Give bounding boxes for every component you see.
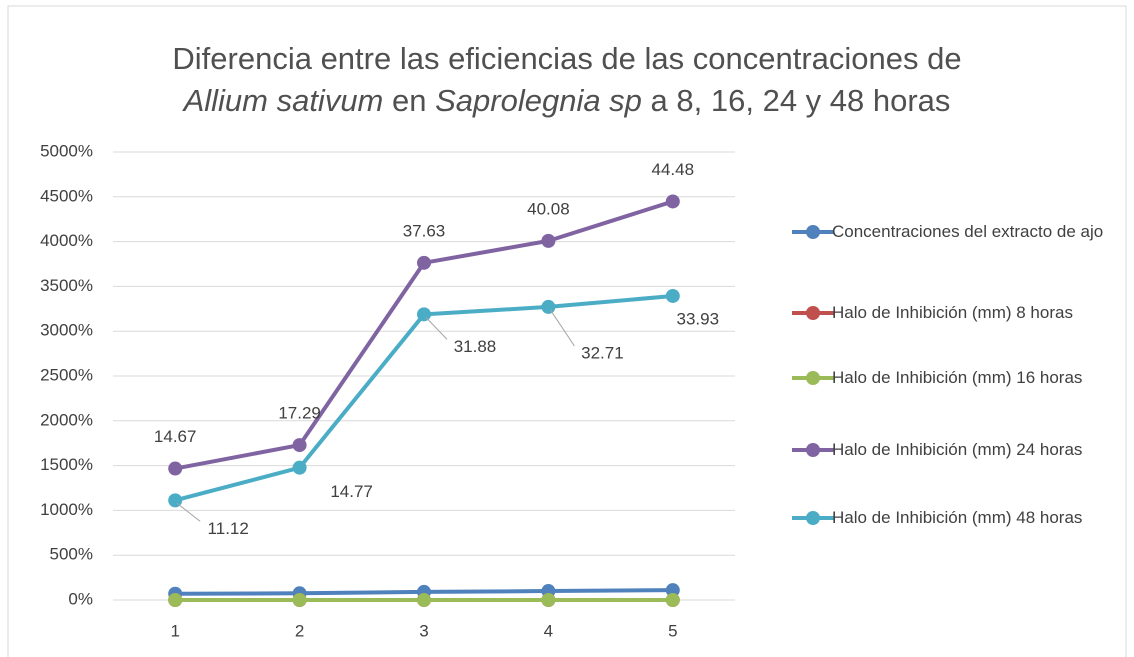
data-label: 14.77	[330, 482, 373, 501]
legend-label: Halo de Inhibición (mm) 24 horas	[832, 440, 1083, 459]
marker	[292, 460, 307, 475]
leader-line	[176, 502, 201, 522]
data-label: 31.88	[454, 337, 497, 356]
data-label: 11.12	[208, 519, 249, 538]
legend-marker	[806, 225, 820, 239]
chart-title: Diferencia entre las eficiencias de las …	[0, 38, 1134, 122]
legend-marker	[806, 371, 820, 385]
data-label: 40.08	[527, 199, 570, 218]
data-label: 33.93	[677, 309, 720, 328]
legend-label: Halo de Inhibición (mm) 8 horas	[832, 303, 1073, 322]
x-tick-label: 1	[170, 621, 179, 640]
y-tick-label: 2000%	[40, 410, 93, 429]
chart-border	[7, 5, 1127, 657]
legend-marker	[806, 443, 820, 457]
marker	[168, 593, 183, 607]
title-text: Saprolegnia sp	[435, 83, 642, 118]
y-tick-label: 0%	[68, 589, 93, 608]
marker	[417, 255, 431, 270]
y-tick-label: 500%	[50, 545, 93, 564]
y-tick-label: 2500%	[40, 365, 93, 384]
y-tick-label: 1500%	[40, 455, 93, 474]
legend-label: Halo de Inhibición (mm) 48 horas	[832, 508, 1083, 527]
data-label: 17.29	[278, 404, 321, 423]
title-text: Allium sativum	[183, 83, 384, 118]
y-tick-label: 5000%	[40, 141, 93, 160]
y-tick-label: 3500%	[40, 276, 93, 295]
x-tick-label: 3	[419, 621, 428, 640]
marker	[168, 461, 183, 476]
legend-marker	[806, 306, 820, 320]
legend-label: Halo de Inhibición (mm) 16 horas	[832, 368, 1083, 387]
marker	[417, 593, 431, 607]
marker	[665, 583, 680, 598]
marker	[665, 288, 680, 303]
title-text: en	[383, 83, 436, 118]
marker	[168, 493, 183, 508]
x-tick-label: 5	[668, 621, 677, 640]
marker	[541, 233, 556, 248]
x-tick-label: 4	[544, 621, 553, 640]
title-text: a 8, 16, 24 y 48 horas	[641, 83, 951, 118]
y-tick-label: 3000%	[40, 321, 93, 340]
legend-marker	[806, 511, 820, 525]
marker	[665, 593, 680, 607]
marker	[292, 438, 307, 453]
y-tick-label: 4500%	[40, 186, 93, 205]
series-line	[174, 293, 673, 503]
data-label: 44.48	[652, 160, 695, 179]
x-tick-label: 2	[295, 621, 304, 640]
data-label: 32.71	[581, 343, 624, 362]
marker	[665, 194, 680, 209]
marker	[541, 299, 556, 314]
leader-line	[425, 317, 448, 340]
data-label: 14.67	[154, 427, 197, 446]
data-label: 37.63	[403, 221, 446, 240]
legend-label: Concentraciones del extracto de ajo	[832, 222, 1104, 241]
marker	[541, 593, 556, 607]
y-tick-label: 1000%	[40, 500, 93, 519]
leader-line	[549, 309, 575, 347]
title-text: Diferencia entre las eficiencias de las …	[172, 41, 962, 76]
marker	[417, 307, 431, 322]
y-tick-label: 4000%	[40, 231, 93, 250]
marker	[292, 593, 307, 607]
